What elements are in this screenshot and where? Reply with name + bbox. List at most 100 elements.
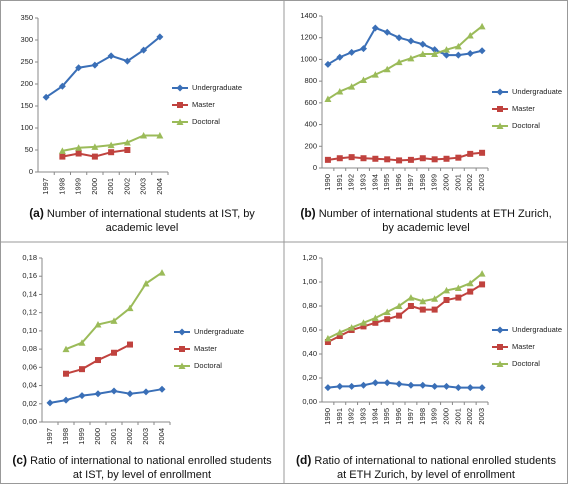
x-tick-label: 1998 [61,428,70,445]
data-point [478,22,486,30]
x-tick-label: 1998 [418,174,427,191]
data-point [360,323,367,330]
caption-label: (a) [29,206,44,220]
x-tick-label: 2000 [90,178,99,195]
data-point [407,294,415,301]
data-point [58,147,66,154]
data-point [466,384,474,392]
legend-marker [497,106,503,112]
data-point [348,154,355,161]
data-point [62,345,70,353]
y-tick-label: 0,02 [22,399,37,408]
data-point [455,154,462,161]
data-point [46,399,54,407]
data-point [419,50,427,57]
data-point [126,390,134,398]
data-point [467,288,474,295]
y-tick-label: 1200 [300,33,317,42]
y-tick-label: 0,60 [302,325,317,334]
data-point [111,349,117,356]
data-point [91,153,98,160]
data-point [443,297,450,303]
data-point [348,48,356,56]
y-tick-label: 0,10 [22,326,37,335]
data-point [348,382,356,390]
data-point [383,379,391,387]
data-point [62,396,70,404]
y-tick-label: 600 [304,98,317,107]
data-point [360,76,367,84]
data-point [395,380,403,388]
data-point [336,155,343,162]
data-point [140,46,148,54]
legend-label: Doctoral [512,359,540,368]
legend-marker [496,360,504,367]
x-tick-label: 1999 [430,174,439,191]
caption-text: Number of international students at ETH … [318,208,552,234]
y-tick-label: 0,80 [302,301,317,310]
data-point [360,155,367,162]
data-point [479,281,486,288]
data-point [110,317,118,324]
x-tick-label: 1992 [347,174,356,191]
x-tick-label: 1995 [382,408,391,425]
data-point [324,334,332,342]
x-tick-label: 1991 [335,174,344,191]
data-point [454,284,462,291]
y-tick-label: 0 [313,163,317,172]
data-point [407,156,414,163]
data-point [384,156,391,163]
x-tick-label: 2003 [141,428,150,445]
y-tick-label: 1000 [300,54,317,63]
legend-label: Doctoral [512,121,540,130]
y-tick-label: 150 [20,101,33,110]
x-tick-label: 2001 [106,178,115,195]
legend-label: Doctoral [192,117,220,126]
data-point [407,303,414,309]
data-point [478,47,486,55]
data-point [455,294,462,301]
x-tick-label: 2000 [93,428,102,445]
data-point [443,155,450,162]
data-point [383,65,391,73]
caption-text: Number of international students at IST,… [46,208,255,234]
data-point [127,341,133,348]
data-point [431,156,438,163]
data-point [431,46,439,54]
data-point [431,295,439,302]
x-tick-label: 2002 [465,408,474,425]
x-tick-label: 1997 [45,428,54,445]
y-tick-label: 0,06 [22,362,37,371]
legend-label: Master [512,342,535,351]
x-tick-label: 2003 [477,174,486,191]
data-point [479,149,486,156]
data-point [142,388,150,396]
legend-label: Master [192,100,215,109]
data-point [419,155,426,162]
legend-marker [178,362,186,369]
data-point [431,50,439,57]
data-point [407,37,415,45]
data-point [407,54,415,62]
y-tick-label: 400 [304,120,317,129]
y-tick-label: 0,18 [22,253,37,262]
caption-label: (c) [12,453,28,467]
data-point [372,319,379,326]
data-point [371,379,379,387]
y-tick-label: 0 [29,167,33,176]
data-point [395,34,403,42]
x-tick-label: 1997 [41,178,50,195]
legend-label: Master [512,104,535,113]
data-point [383,308,391,315]
data-point [407,381,415,389]
data-point [384,316,391,323]
y-tick-label: 100 [20,123,33,132]
data-point [95,357,101,364]
x-tick-label: 1994 [370,174,379,191]
legend-label: Undergraduate [194,327,244,336]
y-tick-label: 1,20 [302,253,317,262]
x-tick-label: 1996 [394,408,403,425]
legend-marker [497,344,503,350]
data-point [478,270,486,277]
series-line [327,283,483,343]
